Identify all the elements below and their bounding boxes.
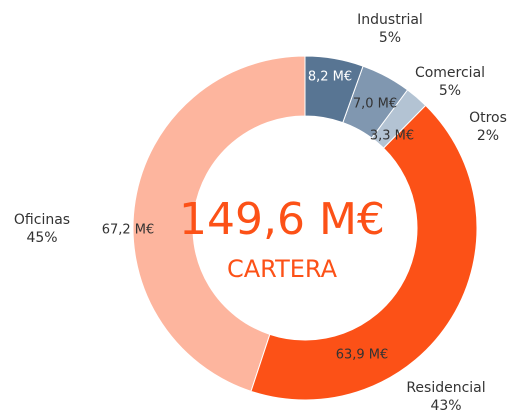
slice [304, 55, 364, 124]
category-label: Residencial [406, 380, 485, 396]
category-label: Oficinas [14, 212, 70, 228]
value-label: 63,9 M€ [336, 348, 389, 363]
percent-label: 5% [439, 83, 461, 99]
value-label: 3,3 M€ [370, 129, 414, 144]
category-label: Comercial [415, 65, 485, 81]
percent-label: 45% [26, 230, 57, 246]
slice [132, 55, 306, 392]
percent-label: 2% [477, 128, 499, 144]
center-value: 149,6 M€ [179, 194, 385, 245]
value-label: 8,2 M€ [308, 70, 352, 85]
category-label: Otros [469, 110, 507, 126]
center-label: CARTERA [227, 255, 338, 283]
percent-label: 43% [430, 398, 461, 414]
slice [371, 89, 427, 149]
slice [250, 104, 478, 401]
category-label: Industrial [357, 12, 423, 28]
slice [342, 65, 409, 139]
percent-label: 5% [379, 30, 401, 46]
value-label: 7,0 M€ [353, 97, 397, 112]
value-label: 67,2 M€ [102, 223, 155, 238]
